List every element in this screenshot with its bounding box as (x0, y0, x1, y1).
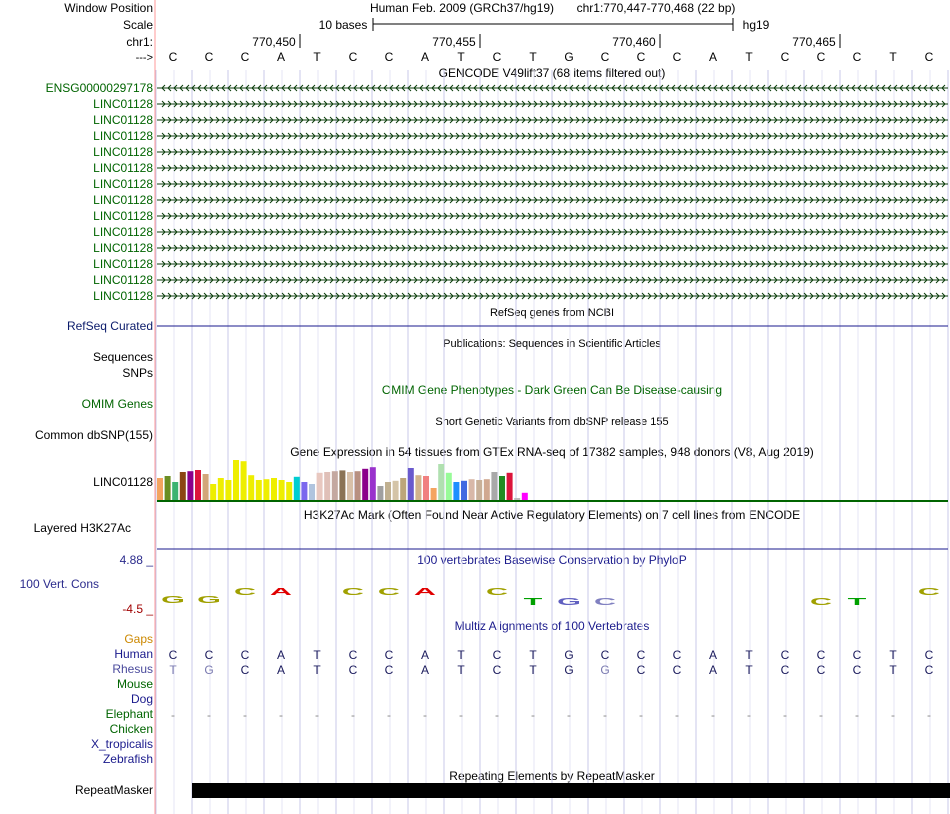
position-range: chr1:770,447-770,468 (22 bp) (576, 1, 736, 15)
gene-label[interactable]: LINC01128 (93, 97, 153, 111)
gene-label[interactable]: LINC01128 (93, 257, 153, 271)
gene-label[interactable]: LINC01128 (93, 273, 153, 287)
species-label[interactable]: Human (114, 647, 153, 661)
ruler-tick-label: 770,450 (252, 35, 296, 49)
gene-label[interactable]: LINC01128 (93, 177, 153, 191)
gene-label[interactable]: LINC01128 (93, 225, 153, 239)
sequences-label[interactable]: Sequences (92, 350, 153, 364)
species-label[interactable]: Elephant (105, 707, 153, 721)
species-label[interactable]: Chicken (109, 722, 153, 736)
gene-label[interactable]: LINC01128 (93, 113, 153, 127)
species-label[interactable]: X_tropicalis (90, 737, 153, 751)
species-label[interactable]: Rhesus (112, 662, 153, 676)
scale-text: 10 bases (318, 18, 368, 32)
gtex-gene-label[interactable]: LINC01128 (93, 475, 153, 489)
snps-label[interactable]: SNPs (122, 366, 153, 380)
species-label[interactable]: Mouse (116, 677, 153, 691)
refseq-label[interactable]: RefSeq Curated (66, 319, 153, 333)
gaps-label[interactable]: Gaps (124, 632, 153, 646)
phylop-max-label: 4.88 _ (119, 553, 153, 567)
gene-label[interactable]: LINC01128 (93, 161, 153, 175)
phylop-label[interactable]: 100 Vert. Cons (19, 577, 99, 591)
ruler-tick-label: 770,455 (432, 35, 476, 49)
omim-label[interactable]: OMIM Genes (81, 397, 153, 411)
window-position-label: Window Position (64, 1, 153, 15)
chrom-label: chr1: (126, 35, 153, 49)
strand-label: ---> (135, 52, 153, 64)
species-label[interactable]: Dog (130, 692, 153, 706)
gene-label[interactable]: LINC01128 (93, 289, 153, 303)
scale-label: Scale (122, 18, 153, 32)
gene-label[interactable]: LINC01128 (93, 145, 153, 159)
repeatmasker-label[interactable]: RepeatMasker (74, 783, 153, 797)
scale-db: hg19 (742, 18, 770, 32)
dbsnp-label[interactable]: Common dbSNP(155) (34, 428, 153, 442)
ruler-tick-label: 770,460 (612, 35, 656, 49)
assembly-name: Human Feb. 2009 (GRCh37/hg19) (369, 1, 555, 15)
phylop-min-label: -4.5 _ (122, 602, 153, 616)
gene-label[interactable]: LINC01128 (93, 241, 153, 255)
species-label[interactable]: Zebrafish (102, 752, 153, 766)
gene-label[interactable]: ENSG00000297178 (45, 81, 153, 95)
ruler-tick-label: 770,465 (792, 35, 836, 49)
h3k27ac-label[interactable]: Layered H3K27Ac (33, 521, 131, 535)
gene-label[interactable]: LINC01128 (93, 209, 153, 223)
gene-label[interactable]: LINC01128 (93, 129, 153, 143)
gene-label[interactable]: LINC01128 (93, 193, 153, 207)
